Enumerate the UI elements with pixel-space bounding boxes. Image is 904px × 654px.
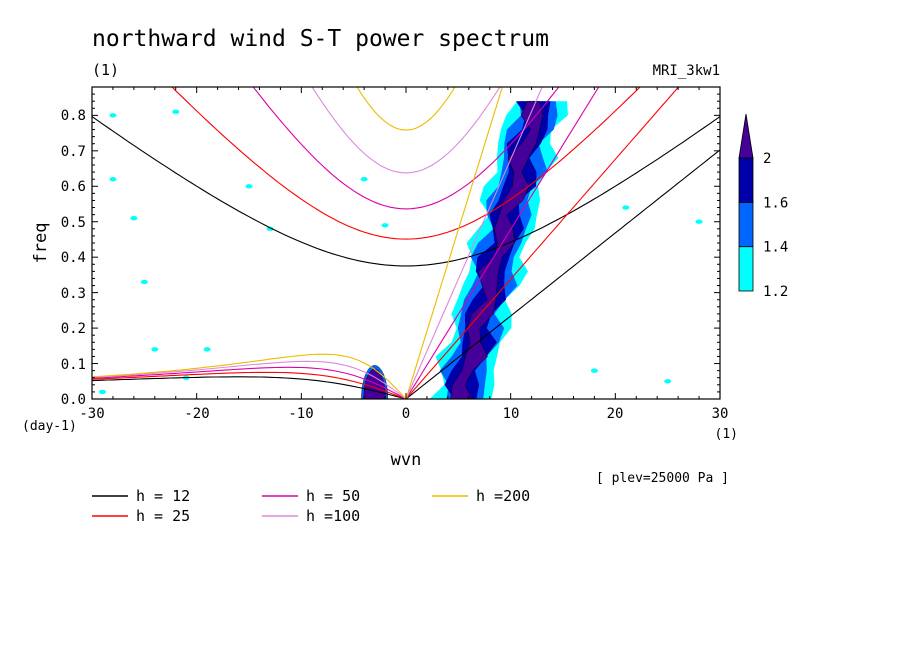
colorbar-label: 1.4 [763,240,788,256]
inertia-gravity-curve [311,87,501,174]
y-tick-label: 0.0 [61,392,86,408]
y-unit-label: (day-1) [22,419,77,434]
x-tick-label: 30 [712,406,729,422]
x-tick-label: 20 [607,406,624,422]
power-speckle [203,347,211,352]
colorbar-label: 1.6 [763,195,788,211]
power-speckle [109,176,117,182]
colorbar-label: 1.2 [763,284,788,300]
y-tick-label: 0.7 [61,144,86,160]
rossby-curve [92,353,407,399]
power-speckle [172,109,180,115]
legend-label: h = 50 [306,487,360,505]
inertia-gravity-curve [171,87,641,240]
rossby-curve [92,371,407,399]
power-speckle [151,347,159,352]
y-tick-label: 0.8 [61,108,86,124]
rossby-curve [92,376,407,399]
colorbar-segment [738,246,754,292]
power-speckle [98,389,106,395]
power-speckle [664,379,672,384]
power-speckle [266,226,274,232]
x-tick-label: -20 [184,406,209,422]
x-tick-labels: -30 -20 -10 0 10 20 30 [79,406,728,422]
x-tick-label: -30 [79,406,104,422]
model-label: MRI_3kw1 [653,63,720,79]
legend-label: h = 25 [136,507,190,525]
colorbar-label: 2 [763,151,771,167]
legend: h = 12 h = 25 h = 50 h =100 h =200 [92,487,530,525]
chart-title: northward wind S-T power spectrum [92,26,549,52]
kelvin-dispersion-curve [405,87,600,399]
axis-ticks [91,86,721,400]
rossby-curve [92,360,407,399]
legend-label: h =100 [306,507,360,525]
kelvin-dispersion-curve [405,87,543,399]
power-speckle [622,205,630,210]
power-speckle [360,176,368,182]
x-unit-label: (1) [715,427,738,442]
power-contours [98,101,703,399]
power-speckle [590,368,598,373]
legend-label: h = 12 [136,487,190,505]
colorbar-segment [738,157,754,203]
x-tick-label: 10 [503,406,520,422]
y-tick-label: 0.3 [61,286,86,302]
legend-label: h =200 [476,487,530,505]
kelvin-dispersion-curve [405,149,720,399]
x-tick-label: -10 [288,406,313,422]
colorbar: 1.2 1.4 1.6 2 [738,113,788,300]
power-speckle [381,223,389,228]
plot-frame [91,86,721,400]
inertia-gravity-curve [356,87,456,131]
units-label: (1) [92,61,119,79]
power-speckle [109,113,117,118]
power-speckle [130,215,138,221]
kelvin-power-contour [450,101,543,399]
power-speckle [245,184,253,189]
inertia-gravity-curve [252,87,560,210]
power-speckle [140,279,148,285]
y-tick-label: 0.2 [61,321,86,337]
power-speckle [695,219,703,224]
y-tick-label: 0.6 [61,179,86,195]
x-tick-label: 0 [402,406,410,422]
level-note: [ plev=25000 Pa ] [596,471,729,486]
kelvin-dispersion-curve [405,87,503,399]
y-tick-label: 0.4 [61,250,86,266]
y-tick-label: 0.1 [61,357,86,373]
colorbar-segment [738,201,754,248]
colorbar-extension [738,113,754,159]
inertia-gravity-curve [92,116,720,267]
y-tick-label: 0.5 [61,215,86,231]
x-axis-label: wvn [391,450,422,470]
rossby-curve [92,366,407,399]
y-axis-label: freq [31,223,51,264]
dispersion-curves [92,87,720,399]
kelvin-dispersion-curve [405,87,680,399]
y-tick-labels: 0.0 0.1 0.2 0.3 0.4 0.5 0.6 0.7 0.8 [61,108,86,408]
